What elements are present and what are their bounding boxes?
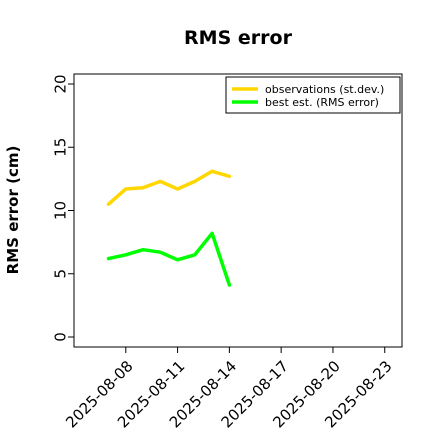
y-axis-label: RMS error (cm) (4, 146, 22, 275)
plot-frame (73, 73, 403, 348)
legend-label-0: observations (st.dev.) (265, 83, 384, 96)
y-tick-label: 5 (51, 269, 69, 279)
legend-label-1: best est. (RMS error) (265, 96, 379, 109)
series-layer (106, 169, 232, 287)
chart-title: RMS error (184, 27, 293, 49)
legend: observations (st.dev.)best est. (RMS err… (225, 76, 401, 114)
legend-box (225, 76, 401, 114)
series-line-0 (106, 169, 232, 206)
x-axis: 2025-08-082025-08-112025-08-142025-08-17… (62, 347, 396, 431)
y-axis: 0 5 10 15 20 (51, 74, 74, 342)
y-tick-label: 20 (51, 74, 69, 93)
series-line-1 (106, 231, 232, 287)
y-tick-label: 10 (51, 201, 69, 220)
y-tick-label: 15 (51, 138, 69, 157)
y-tick-label: 0 (51, 332, 69, 342)
